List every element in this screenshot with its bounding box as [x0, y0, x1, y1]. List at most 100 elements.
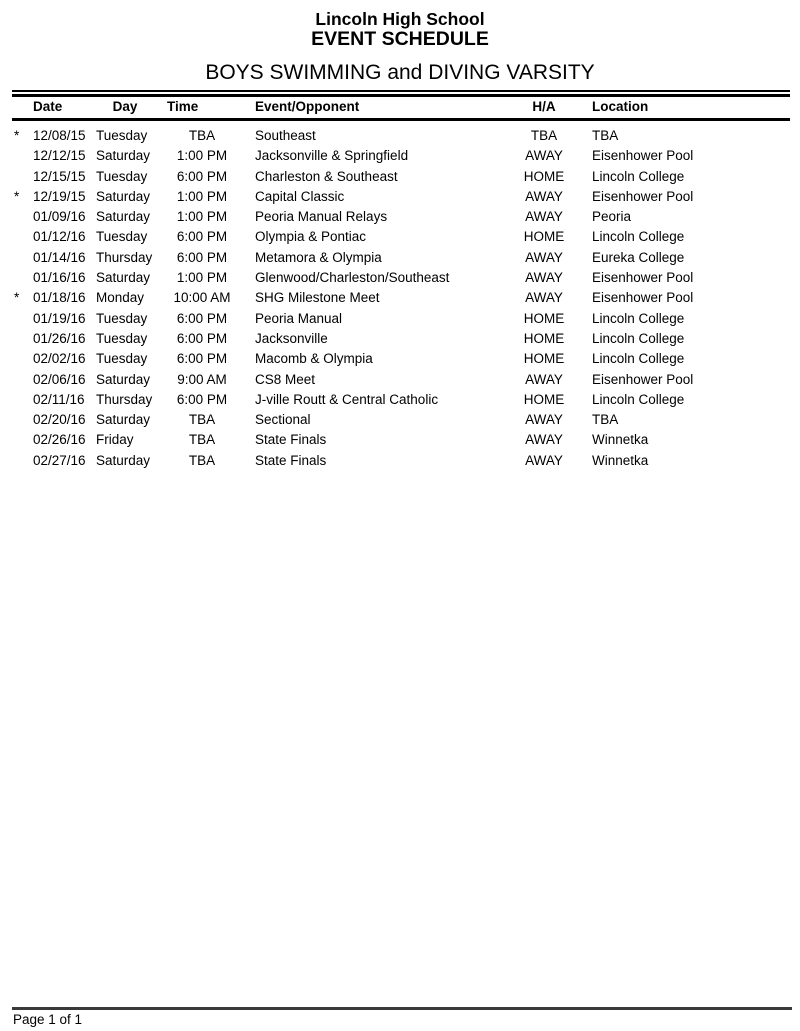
column-header-event: Event/Opponent [246, 97, 508, 121]
row-time: TBA [188, 412, 216, 428]
schedule-row: * 12/08/15 Tuesday TBA Southeast TBA TBA [12, 120, 790, 147]
schedule-row: 02/11/16 Thursday 6:00 PM J-ville Routt … [12, 390, 790, 410]
row-date: 02/02/16 [33, 351, 86, 367]
row-date: 12/08/15 [33, 128, 86, 143]
row-time: 1:00 PM [176, 270, 228, 286]
row-flag [12, 146, 30, 166]
row-time: 1:00 PM [176, 209, 228, 225]
schedule-row: 02/02/16 Tuesday 6:00 PM Macomb & Olympi… [12, 349, 790, 369]
row-ha: HOME [523, 168, 565, 184]
row-day: Monday [96, 290, 145, 306]
row-date: 01/26/16 [33, 330, 86, 346]
row-date: 02/27/16 [33, 452, 86, 468]
row-event: Southeast [255, 128, 316, 143]
row-event: State Finals [255, 432, 327, 448]
row-day: Tuesday [96, 128, 148, 143]
row-ha: HOME [523, 229, 565, 245]
top-rule-thick [12, 94, 790, 97]
column-header-time: Time [158, 97, 246, 121]
column-header-location: Location [580, 97, 790, 121]
row-flag [12, 248, 30, 268]
schedule-row: 02/27/16 Saturday TBA State Finals AWAY … [12, 451, 790, 471]
row-flag [12, 268, 30, 288]
row-day: Tuesday [96, 330, 148, 346]
row-date: 12/19/15 [33, 188, 86, 204]
row-event: J-ville Routt & Central Catholic [255, 391, 439, 407]
row-date: 01/14/16 [33, 249, 86, 265]
row-day: Saturday [96, 452, 151, 468]
row-flag [12, 451, 30, 471]
row-day: Thursday [96, 391, 153, 407]
row-date: 01/09/16 [33, 209, 86, 225]
row-day: Saturday [96, 209, 151, 225]
row-flag [12, 410, 30, 430]
row-event: Peoria Manual [255, 310, 343, 326]
row-event: Macomb & Olympia [255, 351, 373, 367]
row-time: 6:00 PM [176, 168, 228, 184]
row-time: 1:00 PM [176, 188, 228, 204]
row-flag [12, 370, 30, 390]
row-date: 12/12/15 [33, 148, 86, 164]
row-ha: AWAY [525, 412, 563, 428]
row-date: 01/19/16 [33, 310, 86, 326]
row-location: Peoria [592, 209, 632, 225]
row-time: 1:00 PM [176, 148, 228, 164]
row-date: 02/06/16 [33, 371, 86, 387]
row-event: Metamora & Olympia [255, 249, 382, 265]
row-location: Eureka College [592, 249, 685, 265]
schedule-row: 01/09/16 Saturday 1:00 PM Peoria Manual … [12, 207, 790, 227]
schedule-row: 02/20/16 Saturday TBA Sectional AWAY TBA [12, 410, 790, 430]
schedule-row: 01/12/16 Tuesday 6:00 PM Olympia & Ponti… [12, 227, 790, 247]
row-time: 6:00 PM [176, 249, 228, 265]
column-header-flag [12, 97, 30, 121]
row-flag: * [14, 188, 20, 204]
document-title: EVENT SCHEDULE [311, 28, 489, 50]
row-ha: TBA [530, 128, 558, 143]
schedule-row: 12/15/15 Tuesday 6:00 PM Charleston & So… [12, 167, 790, 187]
page-number: Page 1 of 1 [13, 1012, 83, 1027]
row-date: 01/12/16 [33, 229, 86, 245]
row-location: Eisenhower Pool [592, 188, 694, 204]
schedule-body: * 12/08/15 Tuesday TBA Southeast TBA TBA… [12, 120, 790, 472]
row-location: Eisenhower Pool [592, 290, 694, 306]
row-ha: AWAY [525, 148, 563, 164]
row-ha: AWAY [525, 432, 563, 448]
row-ha: HOME [523, 391, 565, 407]
row-day: Saturday [96, 412, 151, 428]
column-header-ha: H/A [508, 97, 580, 121]
schedule-row: 01/19/16 Tuesday 6:00 PM Peoria Manual H… [12, 309, 790, 329]
row-location: Winnetka [592, 432, 649, 448]
row-ha: HOME [523, 351, 565, 367]
row-date: 12/15/15 [33, 168, 86, 184]
schedule-row: 01/26/16 Tuesday 6:00 PM Jacksonville HO… [12, 329, 790, 349]
row-event: SHG Milestone Meet [255, 290, 380, 306]
row-date: 01/18/16 [33, 290, 86, 306]
row-location: TBA [592, 412, 619, 428]
row-day: Saturday [96, 371, 151, 387]
row-time: 6:00 PM [176, 229, 228, 245]
row-event: Charleston & Southeast [255, 168, 398, 184]
row-event: State Finals [255, 452, 327, 468]
schedule-row: 02/26/16 Friday TBA State Finals AWAY Wi… [12, 430, 790, 450]
row-flag [12, 430, 30, 450]
top-rule-thin [12, 90, 790, 92]
schedule-row: 01/16/16 Saturday 1:00 PM Glenwood/Charl… [12, 268, 790, 288]
schedule-row: * 12/19/15 Saturday 1:00 PM Capital Clas… [12, 187, 790, 207]
row-flag [12, 390, 30, 410]
column-header-day: Day [92, 97, 158, 121]
schedule-row: 01/14/16 Thursday 6:00 PM Metamora & Oly… [12, 248, 790, 268]
row-time: TBA [188, 128, 216, 143]
row-location: TBA [592, 128, 619, 143]
row-event: Glenwood/Charleston/Southeast [255, 270, 450, 286]
row-ha: HOME [523, 330, 565, 346]
row-date: 02/20/16 [33, 412, 86, 428]
row-flag: * [14, 128, 20, 143]
row-flag [12, 227, 30, 247]
row-time: 10:00 AM [173, 290, 231, 306]
row-day: Saturday [96, 188, 151, 204]
row-event: Capital Classic [255, 188, 345, 204]
row-location: Lincoln College [592, 351, 685, 367]
row-ha: AWAY [525, 188, 563, 204]
row-ha: HOME [523, 310, 565, 326]
